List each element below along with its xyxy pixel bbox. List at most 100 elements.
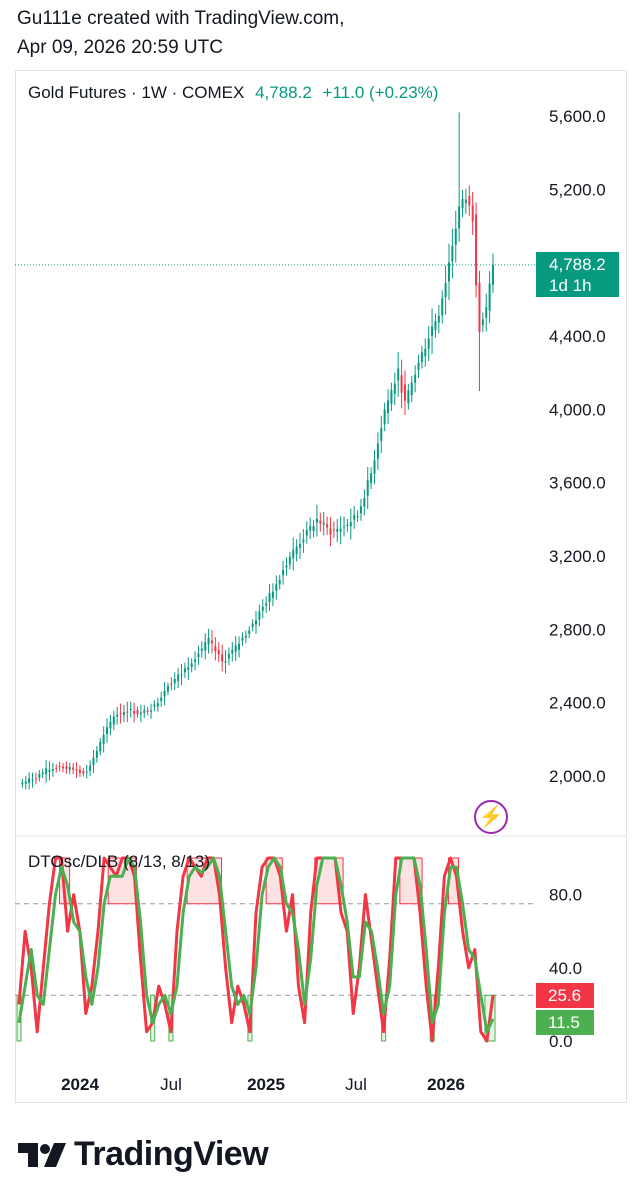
candle-body	[177, 674, 180, 682]
time-axis-label: Jul	[160, 1075, 182, 1094]
candle-body	[122, 712, 125, 715]
candle-body	[194, 659, 197, 662]
candle-body	[153, 704, 156, 707]
candle-body	[322, 522, 325, 525]
symbol-legend[interactable]: Gold Futures · 1W · COMEX 4,788.2 +11.0 …	[28, 83, 438, 103]
oscillator-slow-value-tag: 11.5	[536, 1010, 594, 1035]
candle-body	[268, 592, 271, 602]
symbol-name: Gold Futures · 1W · COMEX	[28, 83, 245, 102]
candle-body	[180, 674, 183, 676]
candle-body	[139, 712, 142, 715]
candle-body	[160, 697, 163, 701]
candle-body	[485, 307, 488, 318]
candle-body	[136, 710, 139, 714]
candle-body	[471, 205, 474, 222]
price-axis-tick: 2,400.0	[549, 694, 606, 713]
candle-body	[217, 649, 220, 655]
candle-body	[458, 206, 461, 229]
candle-body	[407, 390, 410, 404]
lightning-bolt-icon[interactable]: ⚡	[474, 800, 508, 834]
candle-body	[441, 298, 444, 316]
candle-body	[75, 769, 78, 771]
watermark-date-line: Apr 09, 2026 20:59 UTC	[17, 37, 223, 58]
candle-body	[207, 637, 210, 645]
candle-body	[359, 506, 362, 514]
candle-body	[106, 727, 109, 735]
candle-body	[143, 709, 146, 713]
candle-body	[62, 766, 65, 769]
candle-body	[51, 769, 54, 771]
candle-body	[173, 678, 176, 684]
candle-body	[275, 584, 278, 591]
candle-body	[410, 382, 413, 396]
candle-body	[21, 782, 24, 785]
candle-body	[41, 772, 44, 775]
candle-body	[336, 529, 339, 532]
candle-body	[31, 779, 34, 781]
candle-body	[312, 526, 315, 532]
candle-body	[454, 228, 457, 245]
chart-frame[interactable]	[15, 70, 627, 1103]
candle-body	[444, 282, 447, 298]
candle-body	[227, 654, 230, 659]
candle-body	[45, 768, 48, 775]
oscillator-axis-tick: 0.0	[549, 1032, 573, 1051]
candle-body	[258, 611, 261, 620]
candle-body	[190, 663, 193, 668]
candle-body	[78, 769, 81, 773]
candle-body	[447, 262, 450, 282]
candle-body	[241, 637, 244, 641]
candle-body	[92, 757, 95, 766]
candle-body	[383, 409, 386, 425]
candle-body	[261, 606, 264, 611]
candle-body	[248, 630, 251, 634]
candle-body	[278, 579, 281, 585]
candle-body	[431, 326, 434, 336]
candle-body	[468, 195, 471, 206]
candle-body	[488, 283, 491, 311]
candle-body	[133, 711, 136, 714]
candle-body	[319, 520, 322, 524]
candle-body	[288, 556, 291, 565]
candle-body	[244, 635, 247, 638]
candle-body	[339, 528, 342, 532]
brand-name: TradingView	[74, 1135, 269, 1173]
candle-body	[156, 703, 159, 707]
candle-body	[478, 282, 481, 332]
candle-body	[380, 427, 383, 441]
candle-body	[89, 765, 92, 771]
candle-body	[427, 338, 430, 349]
candle-body	[292, 549, 295, 559]
candle-body	[146, 710, 149, 712]
candle-body	[271, 591, 274, 598]
tradingview-logo: TradingView	[18, 1135, 269, 1174]
last-price-value: 4,788.2	[549, 255, 606, 274]
candle-body	[166, 686, 169, 692]
candle-body	[403, 384, 406, 401]
time-axis-label: 2024	[61, 1075, 99, 1094]
price-axis-tick: 2,000.0	[549, 767, 606, 786]
candle-body	[464, 199, 467, 204]
candle-body	[72, 767, 75, 770]
candle-body	[34, 778, 37, 780]
candle-body	[309, 526, 312, 531]
candle-body	[400, 375, 403, 393]
candle-body	[65, 766, 68, 769]
candle-body	[200, 648, 203, 651]
candle-body	[285, 565, 288, 568]
candle-body	[197, 653, 200, 658]
oscillator-slow-line	[17, 856, 495, 1034]
candle-body	[112, 716, 115, 725]
candle-body	[302, 539, 305, 543]
indicator-legend[interactable]: DTOsc/DLB (8/13, 8/13)	[28, 852, 211, 871]
candle-body	[353, 515, 356, 520]
candle-body	[414, 374, 417, 383]
candle-body	[234, 645, 237, 652]
candle-body	[366, 480, 369, 496]
bar-countdown: 1d 1h	[549, 276, 592, 295]
candle-body	[434, 320, 437, 331]
candle-body	[424, 348, 427, 357]
candle-body	[451, 245, 454, 262]
candle-body	[475, 214, 478, 286]
